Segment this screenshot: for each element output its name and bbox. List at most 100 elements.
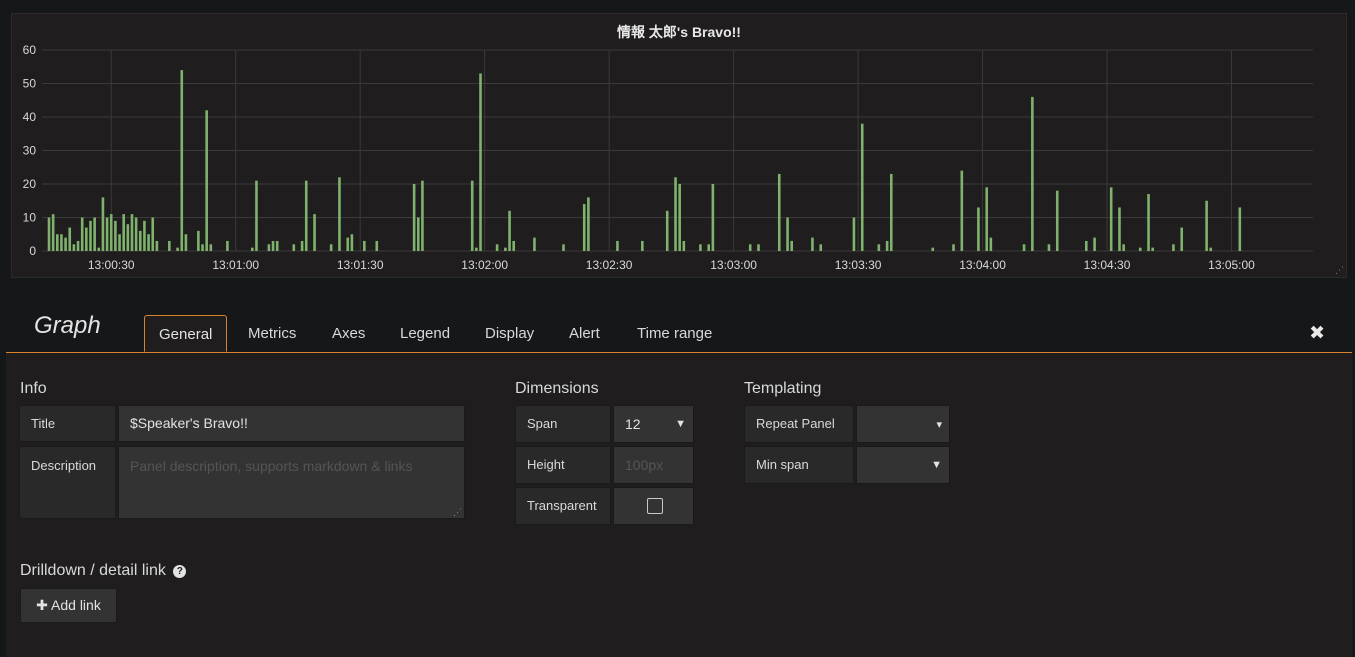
bar [952,244,955,251]
info-heading: Info [20,380,47,397]
bar [292,244,296,251]
bar [176,247,179,251]
bar [1084,240,1088,251]
tab-display[interactable]: Display [485,325,535,342]
tab-legend[interactable]: Legend [400,325,451,342]
x-tick-label: 13:00:30 [88,258,135,272]
repeat-panel-label: Repeat Panel [744,405,854,443]
tab-general[interactable]: General [144,315,228,352]
bar [180,70,184,251]
title-input[interactable]: $Speaker's Bravo!! [118,405,465,442]
bar [504,247,507,251]
bar [114,220,117,251]
textarea-resize-icon[interactable]: ⋰ [453,507,462,517]
bar [72,244,76,251]
bar [97,247,101,251]
bar [118,234,121,251]
editor-header: Graph General Metrics Axes Legend Displa… [6,300,1352,353]
description-textarea[interactable]: Panel description, supports markdown & l… [118,446,465,519]
repeat-panel-select[interactable]: ▾ [856,405,950,443]
bar [255,180,258,251]
bar [707,244,711,251]
height-label: Height [515,446,611,484]
bar [786,217,789,251]
bar [512,240,516,251]
bar [47,217,51,251]
x-tick-label: 13:01:00 [212,258,259,272]
bar [1047,244,1051,251]
bar [329,244,333,251]
bar [184,234,188,251]
templating-heading: Templating [744,380,822,397]
bar [665,210,669,251]
bar [479,73,482,251]
bar [819,244,823,251]
bar [375,240,379,251]
bar [267,244,271,251]
bar [860,123,864,251]
bar [197,230,200,251]
bar [416,217,420,251]
bar [699,244,702,251]
bar [475,247,478,251]
graph-panel[interactable]: 情報 太郎's Bravo!! 0 10 20 30 40 50 60 13:00:30 13:… [11,13,1347,278]
panel-editor: Graph General Metrics Axes Legend Displa… [6,300,1352,657]
y-tick-label: 20 [23,177,37,191]
bar [201,244,204,251]
bar [138,230,142,251]
bar [155,240,159,251]
bar [877,244,881,251]
question-circle-icon[interactable]: ? [173,565,187,578]
bar [134,217,138,251]
min-span-label: Min span [744,446,854,484]
tab-alert[interactable]: Alert [569,325,600,342]
transparent-label: Transparent [515,487,611,525]
editor-title: Graph [34,312,101,339]
transparent-checkbox[interactable] [647,498,663,514]
bar [51,214,55,251]
bar [582,204,586,251]
bar [777,173,781,251]
x-tick-label: 13:03:30 [835,258,882,272]
drilldown-heading: Drilldown / detail link ? [20,562,187,580]
bar [68,227,72,251]
panel-title[interactable]: 情報 太郎's Bravo!! [617,24,741,40]
bar [495,244,499,251]
bar [757,244,760,251]
bar [587,197,590,251]
y-tick-label: 60 [23,43,37,57]
y-tick-label: 40 [23,110,37,124]
bar [205,110,208,251]
bar [338,177,341,251]
close-icon[interactable]: ✖ [1309,323,1325,344]
bar [1022,244,1026,251]
bar [1118,207,1121,251]
height-placeholder: 100px [625,457,664,473]
drilldown-heading-text: Drilldown / detail link [20,562,166,579]
tab-metrics[interactable]: Metrics [248,325,297,342]
caret-down-icon: ▼ [675,418,686,430]
x-tick-label: 13:05:00 [1208,258,1255,272]
bar [811,237,814,251]
x-tick-label: 13:04:00 [959,258,1006,272]
bar [55,234,59,251]
bar [147,234,150,251]
bar [304,180,308,251]
bar [271,240,275,251]
tab-time-range[interactable]: Time range [637,325,713,342]
transparent-toggle[interactable] [613,487,694,525]
bar [89,220,92,251]
min-span-select[interactable]: ▼ [856,446,950,484]
bar [60,234,63,251]
add-link-button[interactable]: ✚ Add link [20,588,117,623]
panel-resize-handle[interactable]: ⋰ [1335,265,1344,275]
span-select[interactable]: 12 ▼ [613,405,694,443]
x-tick-label: 13:02:00 [461,258,508,272]
x-tick-label: 13:04:30 [1084,258,1131,272]
height-input[interactable]: 100px [613,446,694,484]
bar [313,214,316,251]
bar [977,207,980,251]
bar [960,170,964,251]
bar [1151,247,1154,251]
tab-axes[interactable]: Axes [332,325,366,342]
